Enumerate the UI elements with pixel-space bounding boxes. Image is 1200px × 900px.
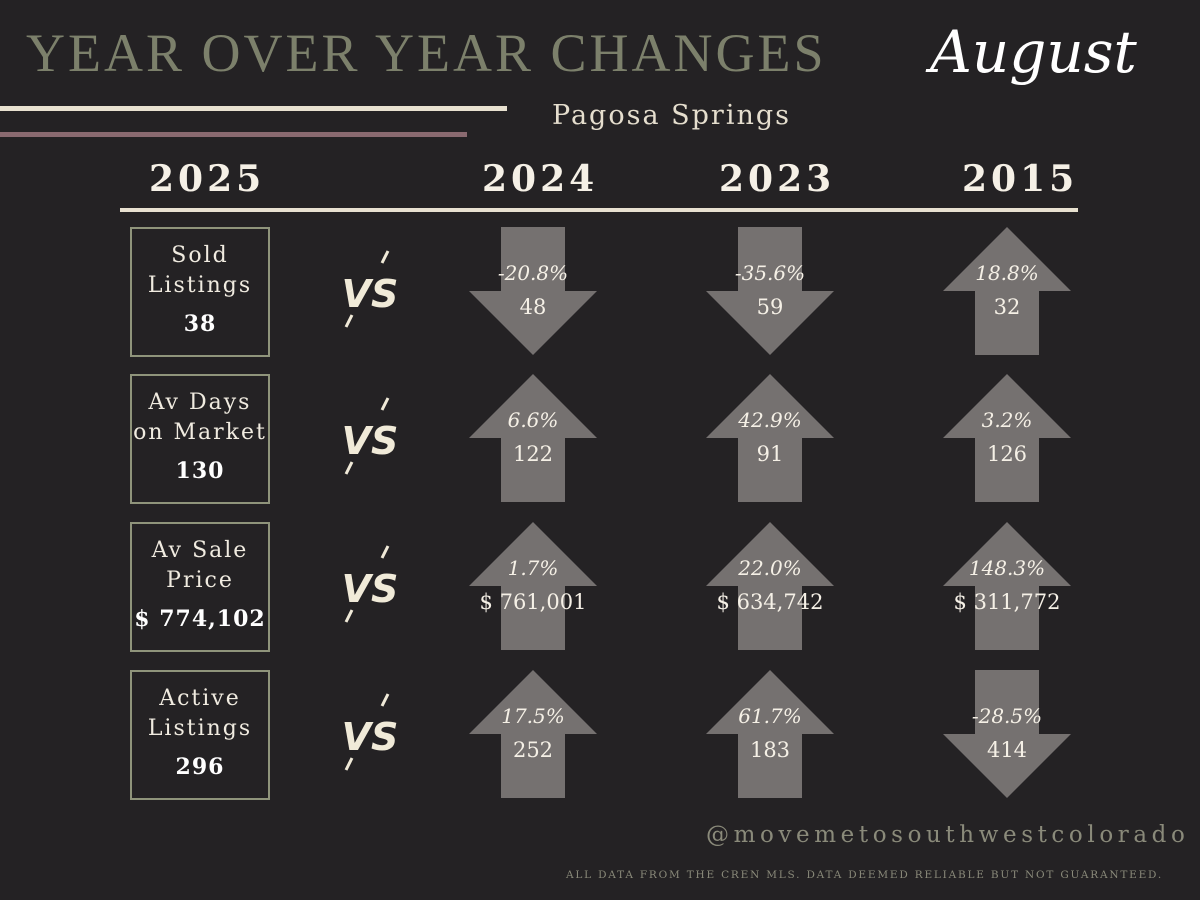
- versus-icon: VS: [342, 397, 399, 475]
- change-percent: 61.7%: [738, 704, 802, 728]
- metric-label: Av Sale Price: [151, 538, 249, 593]
- change-percent: 42.9%: [738, 408, 802, 432]
- comparison-value: 414: [986, 738, 1028, 762]
- metric-current-value: 296: [175, 754, 225, 780]
- metric-row: Sold Listings 38 VS -20.8% 48 -35.6% 59 18.8% 32: [0, 227, 1200, 357]
- versus-icon: VS: [342, 545, 399, 623]
- change-percent: 148.3%: [968, 556, 1046, 580]
- metric-row: Av Sale Price $ 774,102 VS 1.7% $ 761,001 22.…: [0, 522, 1200, 652]
- year-header-2024: 2024: [482, 158, 599, 200]
- versus-label: VS: [342, 567, 399, 611]
- comparison-value: 183: [749, 738, 791, 762]
- change-percent: 18.8%: [975, 261, 1039, 285]
- change-percent: 22.0%: [738, 556, 802, 580]
- versus-label: VS: [342, 272, 399, 316]
- metric-box: Sold Listings 38: [130, 227, 270, 357]
- arrow-up-icon: [943, 374, 1071, 502]
- comparison-value: 252: [512, 738, 554, 762]
- header-rule: [120, 208, 1078, 212]
- comparison-cell: 18.8% 32: [943, 227, 1071, 355]
- comparison-cell: -20.8% 48: [469, 227, 597, 355]
- comparison-cell: -35.6% 59: [706, 227, 834, 355]
- arrow-up-icon: [469, 374, 597, 502]
- change-percent: 1.7%: [507, 556, 559, 580]
- versus-icon: VS: [342, 250, 399, 328]
- comparison-value: $ 311,772: [953, 590, 1061, 614]
- comparison-cell: 22.0% $ 634,742: [706, 522, 834, 650]
- comparison-cell: 17.5% 252: [469, 670, 597, 798]
- change-percent: 6.6%: [507, 408, 559, 432]
- versus-icon: VS: [342, 693, 399, 771]
- arrow-up-icon: [706, 522, 834, 650]
- social-handle: @movemetosouthwestcolorado: [706, 822, 1190, 848]
- comparison-cell: 42.9% 91: [706, 374, 834, 502]
- comparison-cell: 148.3% $ 311,772: [943, 522, 1071, 650]
- metric-label: Av Days on Market: [133, 390, 267, 445]
- comparison-value: 126: [986, 442, 1028, 466]
- comparison-value: 122: [512, 442, 554, 466]
- comparison-cell: -28.5% 414: [943, 670, 1071, 798]
- year-header-2015: 2015: [962, 158, 1079, 200]
- year-header-2023: 2023: [719, 158, 836, 200]
- arrow-up-icon: [943, 227, 1071, 355]
- comparison-cell: 1.7% $ 761,001: [469, 522, 597, 650]
- accent-line-mauve: [0, 132, 467, 137]
- change-percent: 3.2%: [981, 408, 1033, 432]
- metric-row: Active Listings 296 VS 17.5% 252 61.7% 183 -28.…: [0, 670, 1200, 800]
- arrow-up-icon: [706, 670, 834, 798]
- location-subtitle: Pagosa Springs: [552, 100, 791, 131]
- change-percent: -20.8%: [497, 261, 569, 285]
- metric-box: Active Listings 296: [130, 670, 270, 800]
- metric-label: Sold Listings: [147, 243, 253, 298]
- comparison-cell: 3.2% 126: [943, 374, 1071, 502]
- month-label: August: [930, 18, 1137, 86]
- change-percent: -35.6%: [734, 261, 806, 285]
- metric-current-value: 130: [175, 458, 225, 484]
- metric-current-value: 38: [183, 311, 217, 337]
- arrow-down-icon: [706, 227, 834, 355]
- metric-current-value: $ 774,102: [134, 606, 266, 632]
- comparison-value: 91: [756, 442, 784, 466]
- metric-label: Active Listings: [147, 686, 253, 741]
- comparison-value: 32: [993, 295, 1021, 319]
- arrow-up-icon: [943, 522, 1071, 650]
- comparison-cell: 61.7% 183: [706, 670, 834, 798]
- arrow-up-icon: [706, 374, 834, 502]
- change-percent: 17.5%: [501, 704, 565, 728]
- arrow-down-icon: [943, 670, 1071, 798]
- arrow-up-icon: [469, 670, 597, 798]
- metric-box: Av Sale Price $ 774,102: [130, 522, 270, 652]
- comparison-value: $ 634,742: [716, 590, 824, 614]
- arrow-up-icon: [469, 522, 597, 650]
- page-title: YEAR OVER YEAR CHANGES: [26, 23, 827, 83]
- change-percent: -28.5%: [971, 704, 1043, 728]
- metric-box: Av Days on Market 130: [130, 374, 270, 504]
- data-disclaimer: ALL DATA FROM THE CREN MLS. DATA DEEMED …: [566, 869, 1164, 881]
- versus-label: VS: [342, 715, 399, 759]
- accent-line-cream: [0, 106, 507, 111]
- versus-label: VS: [342, 419, 399, 463]
- metric-row: Av Days on Market 130 VS 6.6% 122 42.9% 91 3.2%…: [0, 374, 1200, 504]
- year-header-current: 2025: [149, 158, 266, 200]
- comparison-value: 48: [519, 295, 547, 319]
- comparison-value: 59: [756, 295, 784, 319]
- arrow-down-icon: [469, 227, 597, 355]
- comparison-cell: 6.6% 122: [469, 374, 597, 502]
- comparison-value: $ 761,001: [479, 590, 587, 614]
